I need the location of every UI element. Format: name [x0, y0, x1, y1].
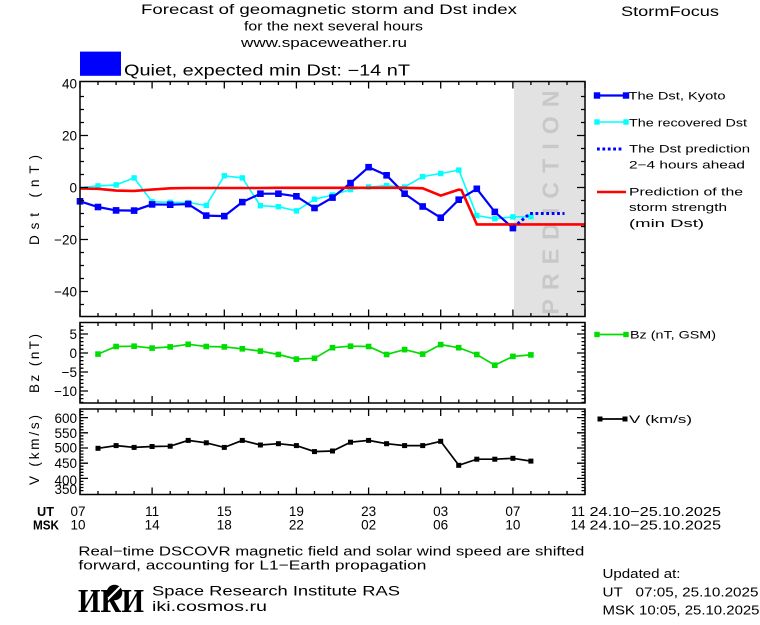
svg-text:0: 0: [69, 180, 77, 195]
svg-text:600: 600: [54, 411, 77, 426]
svg-text:Bz (nT): Bz (nT): [27, 334, 42, 393]
svg-text:forward, accounting for L1−Ear: forward, accounting for L1−Earth propaga…: [78, 558, 426, 573]
svg-text:−5: −5: [62, 365, 77, 380]
svg-text:MSK 10:05, 25.10.2025: MSK 10:05, 25.10.2025: [603, 603, 760, 618]
svg-text:The Dst, Kyoto: The Dst, Kyoto: [629, 91, 726, 103]
svg-text:−10: −10: [54, 384, 77, 399]
svg-text:22: 22: [289, 518, 304, 533]
svg-text:23: 23: [361, 504, 376, 519]
svg-text:500: 500: [54, 441, 77, 456]
svg-text:The recovered Dst: The recovered Dst: [629, 118, 747, 130]
svg-text:StormFocus: StormFocus: [621, 4, 719, 19]
svg-text:0: 0: [69, 346, 77, 361]
svg-text:UT: UT: [37, 504, 54, 519]
svg-text:14: 14: [145, 518, 161, 533]
svg-text:Quiet, expected min Dst: −14 n: Quiet, expected min Dst: −14 nT: [124, 63, 411, 80]
svg-text:storm strength: storm strength: [629, 202, 727, 214]
svg-text:24.10−25.10.2025: 24.10−25.10.2025: [590, 518, 722, 533]
svg-text:10: 10: [505, 518, 520, 533]
svg-text:Bz (nT, GSM): Bz (nT, GSM): [630, 330, 716, 342]
svg-text:400: 400: [54, 473, 77, 488]
svg-text:24.10−25.10.2025: 24.10−25.10.2025: [590, 504, 722, 519]
svg-text:15: 15: [217, 504, 232, 519]
svg-text:2−4 hours ahead: 2−4 hours ahead: [629, 160, 745, 172]
svg-text:350: 350: [54, 482, 77, 497]
svg-text:40: 40: [62, 76, 77, 91]
svg-text:−20: −20: [54, 232, 77, 247]
svg-text:10: 10: [70, 518, 85, 533]
svg-text:Real−time DSCOVR magnetic fiel: Real−time DSCOVR magnetic field and sola…: [78, 544, 584, 559]
svg-text:Space Research Institute RAS: Space Research Institute RAS: [152, 583, 400, 599]
svg-text:iki.cosmos.ru: iki.cosmos.ru: [152, 598, 267, 614]
svg-text:07: 07: [70, 504, 85, 519]
svg-text:The Dst prediction: The Dst prediction: [629, 144, 750, 156]
svg-text:19: 19: [289, 504, 304, 519]
svg-text:Prediction of the: Prediction of the: [629, 187, 743, 199]
svg-text:11: 11: [571, 504, 585, 519]
svg-text:V (km/s): V (km/s): [27, 415, 42, 485]
svg-text:03: 03: [433, 504, 448, 519]
svg-text:UT 07:05, 25.10.2025: UT 07:05, 25.10.2025: [603, 585, 759, 600]
svg-text:14: 14: [570, 518, 586, 533]
svg-text:11: 11: [145, 504, 159, 519]
svg-text:MSK: MSK: [33, 518, 60, 533]
svg-text:02: 02: [361, 518, 376, 533]
svg-text:18: 18: [217, 518, 232, 533]
svg-text:20: 20: [62, 128, 77, 143]
svg-text:07: 07: [505, 504, 520, 519]
svg-text:−40: −40: [54, 284, 77, 299]
svg-text:5: 5: [69, 327, 77, 342]
svg-text:Updated at:: Updated at:: [603, 566, 681, 581]
svg-text:550: 550: [54, 426, 77, 441]
svg-text:(min Dst): (min Dst): [629, 218, 704, 230]
svg-text:450: 450: [54, 456, 77, 471]
svg-text:06: 06: [433, 518, 448, 533]
svg-text:www.spaceweather.ru: www.spaceweather.ru: [240, 35, 407, 50]
svg-text:for the next several hours: for the next several hours: [244, 19, 424, 34]
svg-text:Forecast of geomagnetic storm: Forecast of geomagnetic storm and Dst in…: [141, 2, 517, 17]
svg-text:V (km/s): V (km/s): [629, 414, 692, 426]
